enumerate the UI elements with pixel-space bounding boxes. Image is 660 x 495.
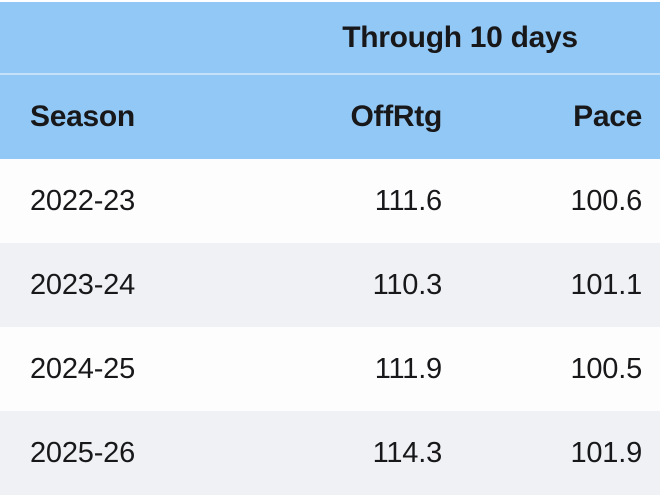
offrtg-cell: 111.9 [260, 327, 460, 411]
table-row: 2025-26 114.3 101.9 [0, 411, 660, 495]
table-row: 2023-24 110.3 101.1 [0, 243, 660, 327]
offrtg-cell: 114.3 [260, 411, 460, 495]
pace-cell: 100.5 [460, 327, 660, 411]
season-cell: 2024-25 [0, 327, 260, 411]
table-title: Through 10 days [260, 1, 660, 75]
pace-cell: 100.6 [460, 159, 660, 243]
season-cell: 2022-23 [0, 159, 260, 243]
offrtg-cell: 110.3 [260, 243, 460, 327]
season-cell: 2025-26 [0, 411, 260, 495]
table-body: 2022-23 111.6 100.6 2023-24 110.3 101.1 … [0, 159, 660, 495]
spanner-row: Through 10 days [0, 1, 660, 75]
table-row: 2024-25 111.9 100.5 [0, 327, 660, 411]
table-row: 2022-23 111.6 100.6 [0, 159, 660, 243]
column-header-row: Season OffRtg Pace [0, 74, 660, 159]
column-header-season: Season [0, 74, 260, 159]
column-header-offrtg: OffRtg [260, 74, 460, 159]
pace-cell: 101.9 [460, 411, 660, 495]
column-header-pace: Pace [460, 74, 660, 159]
season-cell: 2023-24 [0, 243, 260, 327]
pace-cell: 101.1 [460, 243, 660, 327]
table-header: Through 10 days Season OffRtg Pace [0, 1, 660, 159]
spanner-blank-cell [0, 1, 260, 75]
offrtg-cell: 111.6 [260, 159, 460, 243]
